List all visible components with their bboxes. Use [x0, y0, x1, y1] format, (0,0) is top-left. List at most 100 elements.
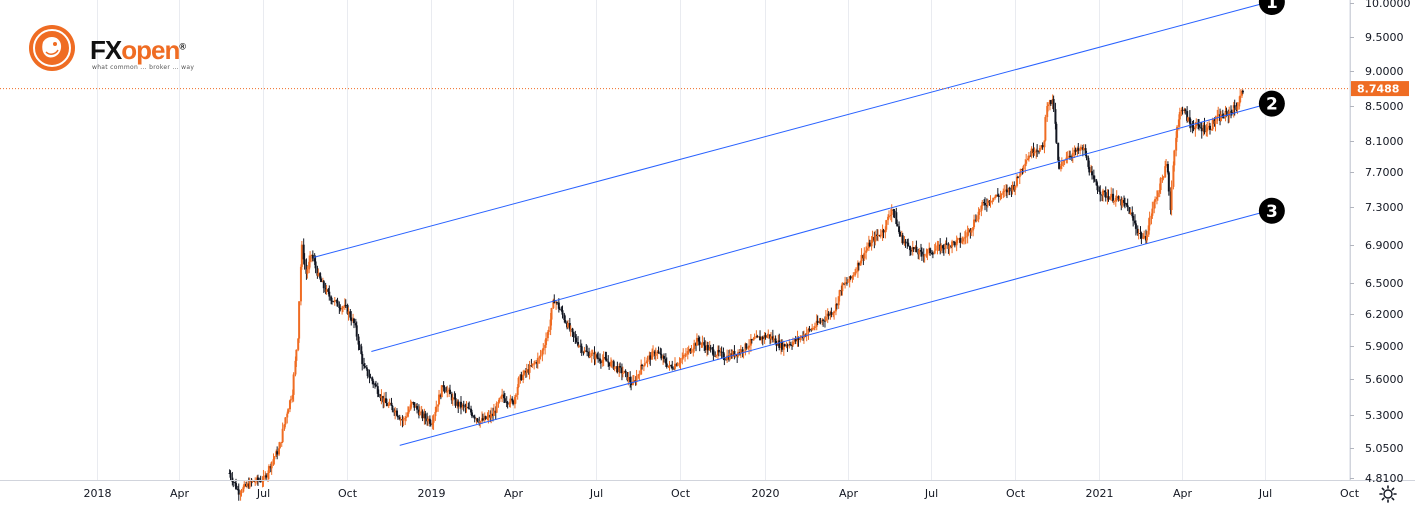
candle-body — [726, 355, 729, 360]
candle-body — [461, 404, 464, 408]
candle-body — [681, 357, 684, 360]
candle-body — [822, 319, 825, 321]
candle-body — [319, 273, 322, 279]
candle-body — [341, 307, 344, 310]
candle-body — [552, 299, 555, 309]
candle-body — [360, 346, 363, 354]
candle-body — [1104, 192, 1107, 198]
candle-body — [429, 423, 432, 425]
y-tick-label: 4.8100 — [1365, 472, 1404, 485]
channel-lines[interactable] — [313, 2, 1265, 446]
candle-body — [287, 409, 290, 414]
candle-body — [1142, 237, 1145, 239]
candle-body — [911, 247, 914, 252]
candle-body — [368, 376, 371, 378]
candle-body — [808, 329, 811, 331]
candle-body — [892, 209, 895, 211]
channel-marker-1 — [1258, 0, 1285, 15]
candle-body — [1047, 104, 1050, 107]
candle-body — [977, 211, 980, 220]
candle-body — [1164, 166, 1167, 178]
candle-body — [780, 342, 783, 350]
candle-body — [975, 219, 978, 221]
candle-body — [695, 337, 698, 346]
candle-body — [752, 338, 755, 341]
candle-body — [363, 364, 366, 367]
candle-body — [407, 409, 410, 413]
candle-body — [391, 405, 394, 411]
candle-body — [232, 481, 235, 483]
candle-body — [431, 422, 434, 425]
candle-body — [1041, 145, 1044, 148]
candle-body — [273, 456, 276, 460]
candle-body — [1117, 196, 1120, 201]
channel-marker-label: 2 — [1266, 95, 1278, 115]
candle-body — [591, 352, 594, 354]
candle-body — [1030, 148, 1033, 156]
candle-body — [812, 327, 815, 329]
candle-body — [626, 372, 629, 381]
candle-body — [944, 243, 947, 249]
candle-body — [292, 374, 295, 395]
candle-body — [893, 210, 896, 213]
candle-body — [1184, 109, 1187, 112]
candle-body — [1025, 160, 1028, 164]
candle-body — [594, 354, 597, 360]
gear-icon[interactable] — [1379, 485, 1397, 503]
candle-body — [665, 363, 668, 367]
candle-body — [700, 343, 703, 345]
candle-body — [1109, 197, 1112, 200]
candle-body — [764, 335, 767, 338]
candle-body — [756, 336, 759, 338]
channel-marker-2 — [1258, 90, 1285, 117]
candle-body — [980, 205, 983, 212]
candle-body — [579, 345, 582, 347]
candle-body — [481, 418, 484, 421]
candle-body — [948, 245, 951, 249]
candle-body — [1112, 193, 1115, 202]
candle-body — [590, 353, 593, 357]
candle-body — [856, 262, 859, 272]
candle-body — [297, 338, 300, 350]
candle-body — [962, 238, 965, 242]
candle-body — [997, 195, 1000, 197]
time-axis[interactable]: 2018 Apr Jul Oct 2019 Apr Jul Oct 2020 Apr Jul Oct 2… — [84, 487, 1360, 500]
candle-body — [1208, 125, 1211, 131]
candle-body — [520, 374, 523, 380]
candle-body — [437, 404, 440, 407]
candle-body — [277, 448, 280, 455]
price-axis[interactable]: 10.0000 9.5000 9.0000 8.5000 8.1000 7.7000 7.3… — [1350, 0, 1411, 485]
candle-body — [1069, 155, 1072, 157]
candle-body — [984, 202, 987, 206]
candle-body — [1128, 207, 1131, 214]
candle-body — [376, 386, 379, 394]
candle-body — [1123, 202, 1126, 204]
candle-body — [1084, 148, 1087, 156]
candle-body — [909, 250, 912, 252]
candle-body — [967, 229, 970, 233]
candle-body — [1228, 111, 1231, 117]
candle-body — [641, 364, 644, 366]
candle-body — [834, 304, 837, 312]
candle-body — [1002, 191, 1005, 195]
candle-body — [1033, 152, 1036, 154]
candle-body — [366, 369, 369, 377]
candle-body — [572, 332, 575, 336]
channel-line-1 — [313, 2, 1265, 258]
candle-body — [508, 403, 511, 405]
candle-body — [545, 338, 548, 345]
candle-body — [405, 416, 408, 418]
candle-body — [1060, 161, 1063, 166]
candle-body — [1233, 105, 1236, 108]
candle-body — [583, 350, 586, 353]
candle-body — [929, 248, 932, 254]
candle-body — [599, 361, 602, 363]
candle-body — [786, 345, 789, 347]
candle-body — [673, 363, 676, 369]
candle-body — [981, 202, 984, 206]
candle-body — [1240, 90, 1243, 96]
candle-body — [1066, 157, 1069, 159]
candle-body — [682, 354, 685, 358]
candle-body — [1186, 111, 1189, 121]
